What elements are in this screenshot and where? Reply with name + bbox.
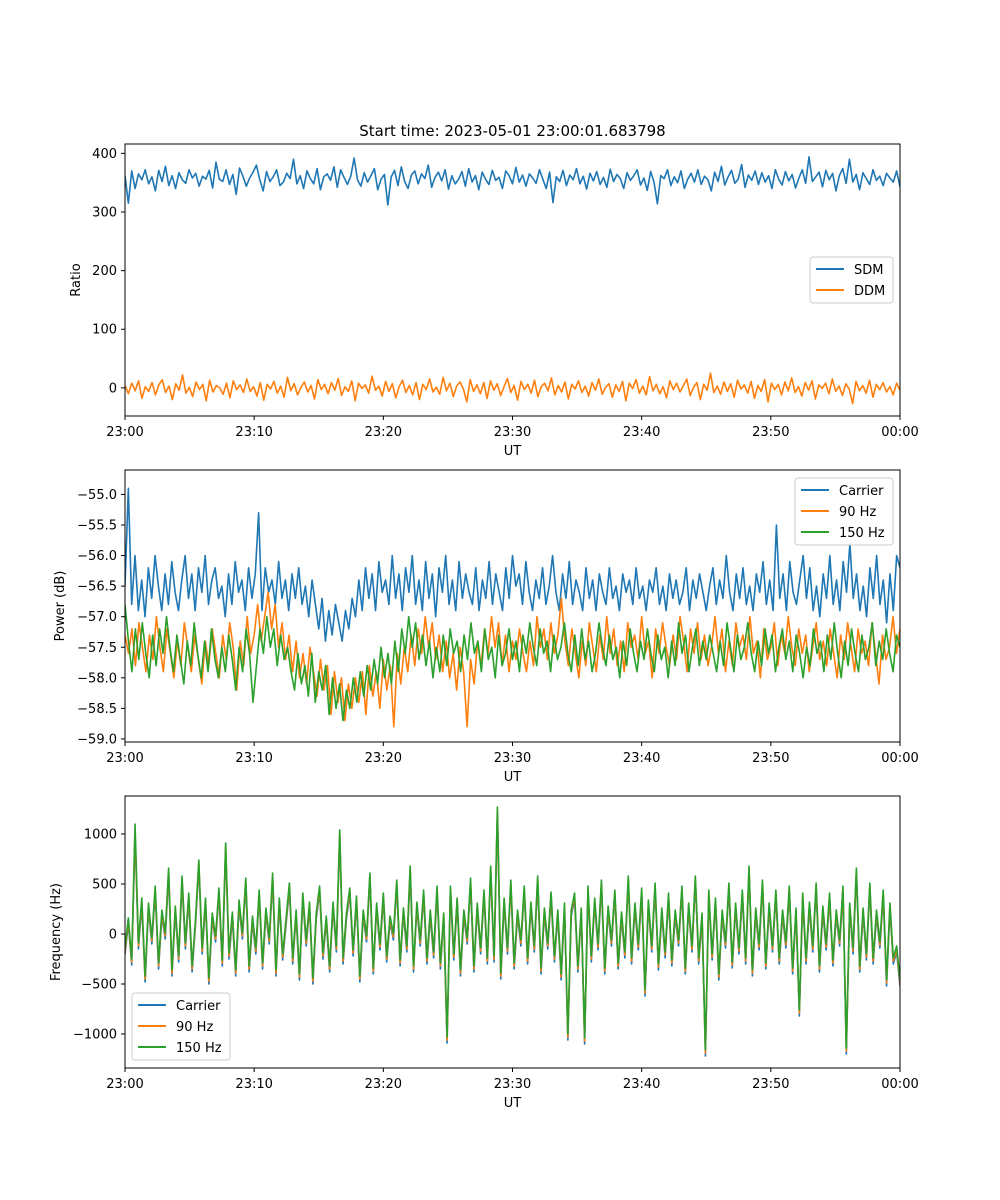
y-tick-label: −58.5	[77, 702, 117, 717]
legend-label: SDM	[854, 263, 883, 278]
x-tick-label: 23:10	[235, 1077, 272, 1092]
series-line-sdm	[125, 156, 900, 206]
legend: Carrier 90 Hz 150 Hz	[131, 992, 231, 1061]
x-tick-label: 23:10	[235, 425, 272, 440]
y-tick-label: 200	[92, 264, 117, 279]
x-tick-label: 23:20	[365, 751, 402, 766]
x-tick-label: 23:00	[106, 751, 143, 766]
y-tick-label: −500	[81, 978, 117, 993]
x-tick-label: 23:00	[106, 1077, 143, 1092]
legend-label: 150 Hz	[176, 1041, 222, 1056]
x-tick-label: 23:00	[106, 425, 143, 440]
legend-label: 90 Hz	[176, 1020, 213, 1035]
figure-title: Start time: 2023-05-01 23:00:01.683798	[359, 122, 665, 140]
x-tick-label: 23:40	[623, 1077, 660, 1092]
series-group	[125, 156, 900, 405]
x-tick-label: 23:10	[235, 751, 272, 766]
x-axis-label: UT	[504, 444, 522, 459]
series-group	[125, 487, 900, 728]
y-tick-label: −56.5	[77, 580, 117, 595]
x-tick-label: 00:00	[881, 1077, 918, 1092]
series-group	[125, 806, 900, 1057]
y-tick-label: −58.0	[77, 671, 117, 686]
series-line-150-hz	[125, 604, 900, 722]
x-tick-label: 23:40	[623, 751, 660, 766]
x-tick-label: 23:30	[494, 1077, 531, 1092]
legend-label: Carrier	[176, 999, 221, 1014]
y-tick-label: 0	[109, 381, 117, 396]
y-tick-label: −1000	[73, 1028, 117, 1043]
y-axis-label: Frequency (Hz)	[49, 883, 64, 981]
x-tick-label: 23:30	[494, 751, 531, 766]
y-axis-label: Power (dB)	[53, 571, 68, 642]
x-tick-label: 23:50	[752, 425, 789, 440]
legend-label: DDM	[854, 284, 885, 299]
legend-label: 90 Hz	[839, 505, 876, 520]
series-line-150-hz	[125, 806, 900, 1051]
plot-area	[125, 470, 900, 742]
series-line-ddm	[125, 372, 900, 405]
legend-box	[131, 992, 231, 1061]
y-tick-label: 100	[92, 323, 117, 338]
y-tick-label: 0	[109, 928, 117, 943]
y-tick-label: 500	[92, 878, 117, 893]
subplot-3: 23:00 23:10 23:20 23:30 23:40 23:50 00:00 −1000…	[49, 795, 919, 1111]
legend-label: Carrier	[839, 484, 884, 499]
x-tick-label: 23:30	[494, 425, 531, 440]
y-tick-label: −56.0	[77, 549, 117, 564]
y-tick-label: 300	[92, 206, 117, 221]
subplots: 23:00 23:10 23:20 23:30 23:40 23:50 00:00 0 100 2…	[49, 143, 919, 1111]
y-tick-label: 400	[92, 147, 117, 162]
y-tick-label: 1000	[84, 828, 117, 843]
y-tick-label: −55.5	[77, 519, 117, 534]
y-tick-label: −57.0	[77, 610, 117, 625]
y-tick-label: −55.0	[77, 488, 117, 503]
y-axis-label: Ratio	[69, 263, 84, 296]
subplot-1: 23:00 23:10 23:20 23:30 23:40 23:50 00:00 0 100 2…	[69, 143, 919, 459]
x-tick-label: 00:00	[881, 751, 918, 766]
legend: SDM DDM	[809, 256, 894, 304]
y-tick-label: −57.5	[77, 641, 117, 656]
x-tick-label: 23:20	[365, 1077, 402, 1092]
plot-area	[125, 144, 900, 416]
legend-box	[794, 477, 894, 546]
x-tick-label: 23:20	[365, 425, 402, 440]
x-tick-label: 23:50	[752, 751, 789, 766]
legend-label: 150 Hz	[839, 526, 885, 541]
x-tick-label: 00:00	[881, 425, 918, 440]
y-tick-label: −59.0	[77, 732, 117, 747]
subplot-2: 23:00 23:10 23:20 23:30 23:40 23:50 00:00 −59.0…	[53, 469, 919, 785]
x-tick-label: 23:40	[623, 425, 660, 440]
x-axis-label: UT	[504, 770, 522, 785]
x-axis-label: UT	[504, 1096, 522, 1111]
legend: Carrier 90 Hz 150 Hz	[794, 477, 894, 546]
x-tick-label: 23:50	[752, 1077, 789, 1092]
series-line-carrier	[125, 487, 900, 642]
series-line-90-hz	[125, 591, 900, 728]
